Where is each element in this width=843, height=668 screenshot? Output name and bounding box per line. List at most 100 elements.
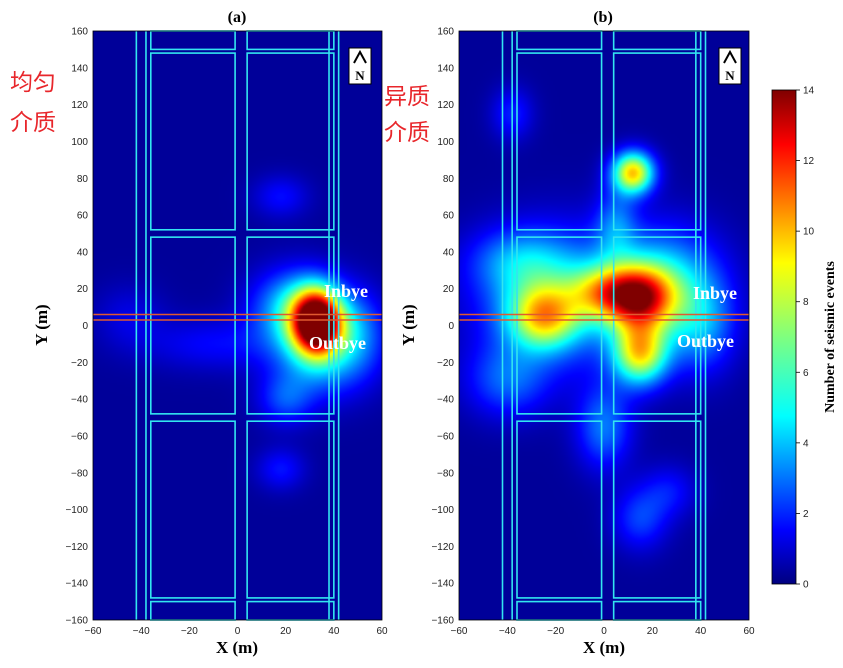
panel-b-inbye-label: Inbye <box>693 283 737 303</box>
panel-a-y-tick-label: 100 <box>71 137 88 148</box>
panel-b-y-tick-label: −120 <box>431 542 454 553</box>
panel-b-y-tick-label: 140 <box>437 63 454 74</box>
panel-a-y-tick-label: 40 <box>77 247 89 258</box>
pillar-outline <box>612 236 702 415</box>
colorbar-ticks: 0 2 4 6 8 10 12 14 <box>796 86 815 591</box>
pillar-outline <box>150 420 236 599</box>
panel-a-x-tick-label: −60 <box>85 626 102 637</box>
panel-b-x-tick-label: 0 <box>601 626 607 637</box>
pillar-outline <box>246 236 335 415</box>
panel-b-y-tick-label: 20 <box>443 284 455 295</box>
panel-b-outbye-label: Outbye <box>677 331 734 351</box>
panel-b-side-label-line1: 异质 <box>384 84 430 110</box>
panel-b-y-tick-label: 40 <box>443 247 455 258</box>
panel-a-y-tick-label: −120 <box>65 542 88 553</box>
panel-b: (b) 异质 介质 −60 −40 −20 0 20 40 60 −160 −140 −120 −1… <box>384 9 755 657</box>
panel-a-x-tick-label: −40 <box>133 626 150 637</box>
panel-b-y-tick-label: −40 <box>437 395 454 406</box>
panel-a-y-tick-label: 120 <box>71 100 88 111</box>
colorbar-gradient <box>771 89 797 585</box>
colorbar-tick-label: 6 <box>803 368 809 379</box>
colorbar-label: Number of seismic events <box>823 261 838 413</box>
panel-a-x-tick-label: 40 <box>328 626 340 637</box>
panel-a-outbye-label: Outbye <box>309 333 366 353</box>
panel-a-xlabel: X (m) <box>216 638 258 657</box>
panel-b-y-tick-label: 0 <box>448 321 454 332</box>
panel-b-xlabel: X (m) <box>583 638 625 657</box>
panel-b-y-tick-label: −20 <box>437 358 454 369</box>
panel-b-x-tick-label: 60 <box>743 626 755 637</box>
colorbar-tick-label: 4 <box>803 438 809 449</box>
panel-a-x-tick-label: −20 <box>181 626 198 637</box>
panel-a-ylabel: Y (m) <box>32 304 51 345</box>
panel-b-y-tick-label: −80 <box>437 468 454 479</box>
panel-a-mine-layout <box>93 30 382 621</box>
pillar-outline <box>516 236 603 415</box>
panel-a-y-tick-label: 60 <box>77 211 89 222</box>
pillar-outline <box>612 52 702 231</box>
north-arrow-icon <box>723 49 737 64</box>
panel-a-y-tick-label: 140 <box>71 63 88 74</box>
panel-b-y-tick-label: −160 <box>431 616 454 627</box>
panel-b-ticks: −60 −40 −20 0 20 40 60 −160 −140 −120 −100 −80 −60 −4… <box>431 27 755 638</box>
panel-b-x-tick-label: 40 <box>695 626 707 637</box>
panel-a: (a) 均匀 介质 −60 −40 −20 0 20 40 60 −160 −140 −120 −1… <box>10 9 388 657</box>
panel-a-y-tick-label: −20 <box>71 358 88 369</box>
colorbar-tick-label: 8 <box>803 297 809 308</box>
colorbar: 0 2 4 6 8 10 12 14 Number of seismic events <box>771 86 838 591</box>
colorbar-tick-label: 14 <box>803 86 815 97</box>
colorbar-tick-label: 0 <box>803 580 809 591</box>
panel-b-y-tick-label: 80 <box>443 174 455 185</box>
svg-text:N: N <box>725 68 735 83</box>
north-arrow-icon <box>353 49 367 64</box>
colorbar-tick-label: 12 <box>803 156 815 167</box>
panel-b-x-tick-label: −40 <box>499 626 516 637</box>
panel-b-north-arrow: N <box>718 47 742 85</box>
pillar-outline <box>516 420 603 599</box>
panel-b-axes-frame <box>458 30 750 621</box>
panel-a-y-tick-label: −100 <box>65 505 88 516</box>
panel-b-y-tick-label: −140 <box>431 579 454 590</box>
panel-b-x-tick-label: −60 <box>451 626 468 637</box>
pillar-outline <box>612 420 702 599</box>
panel-b-title: (b) <box>593 9 613 26</box>
panel-b-side-label-line2: 介质 <box>384 120 430 146</box>
panel-a-y-tick-label: −160 <box>65 616 88 627</box>
panel-a-y-tick-label: −40 <box>71 395 88 406</box>
panel-a-x-tick-label: 0 <box>235 626 241 637</box>
panel-a-y-tick-label: −80 <box>71 468 88 479</box>
panel-b-x-tick-label: 20 <box>647 626 659 637</box>
panel-b-y-tick-label: 60 <box>443 211 455 222</box>
panel-a-y-tick-label: 160 <box>71 27 88 38</box>
panel-a-y-tick-label: 80 <box>77 174 89 185</box>
panel-a-ticks: −60 −40 −20 0 20 40 60 −160 −140 −120 −100 −80 −60 −4… <box>65 27 388 638</box>
panel-b-ylabel: Y (m) <box>399 304 418 345</box>
panel-a-side-label-line1: 均匀 <box>10 70 56 96</box>
pillar-outline <box>150 236 236 415</box>
panel-a-axes-frame <box>92 30 383 621</box>
colorbar-tick-label: 10 <box>803 227 815 238</box>
panel-a-x-tick-label: 60 <box>376 626 388 637</box>
pillar-outline <box>246 420 335 599</box>
panel-a-x-tick-label: 20 <box>280 626 292 637</box>
panel-a-y-tick-label: 0 <box>82 321 88 332</box>
panel-b-y-tick-label: −60 <box>437 431 454 442</box>
pillar-outline <box>246 52 335 231</box>
panel-b-y-tick-label: 100 <box>437 137 454 148</box>
colorbar-tick-label: 2 <box>803 509 809 520</box>
pillar-outline <box>150 52 236 231</box>
panel-a-inbye-label: Inbye <box>324 281 368 301</box>
panel-b-y-tick-label: −100 <box>431 505 454 516</box>
svg-text:N: N <box>355 68 365 83</box>
panel-a-y-tick-label: −140 <box>65 579 88 590</box>
pillar-outline <box>516 52 603 231</box>
panel-a-side-label-line2: 介质 <box>10 110 56 136</box>
panel-a-north-arrow: N <box>348 47 372 85</box>
panel-a-y-tick-label: −60 <box>71 431 88 442</box>
panel-b-x-tick-label: −20 <box>547 626 564 637</box>
panel-b-y-tick-label: 120 <box>437 100 454 111</box>
panel-b-y-tick-label: 160 <box>437 27 454 38</box>
panel-a-title: (a) <box>228 9 247 26</box>
